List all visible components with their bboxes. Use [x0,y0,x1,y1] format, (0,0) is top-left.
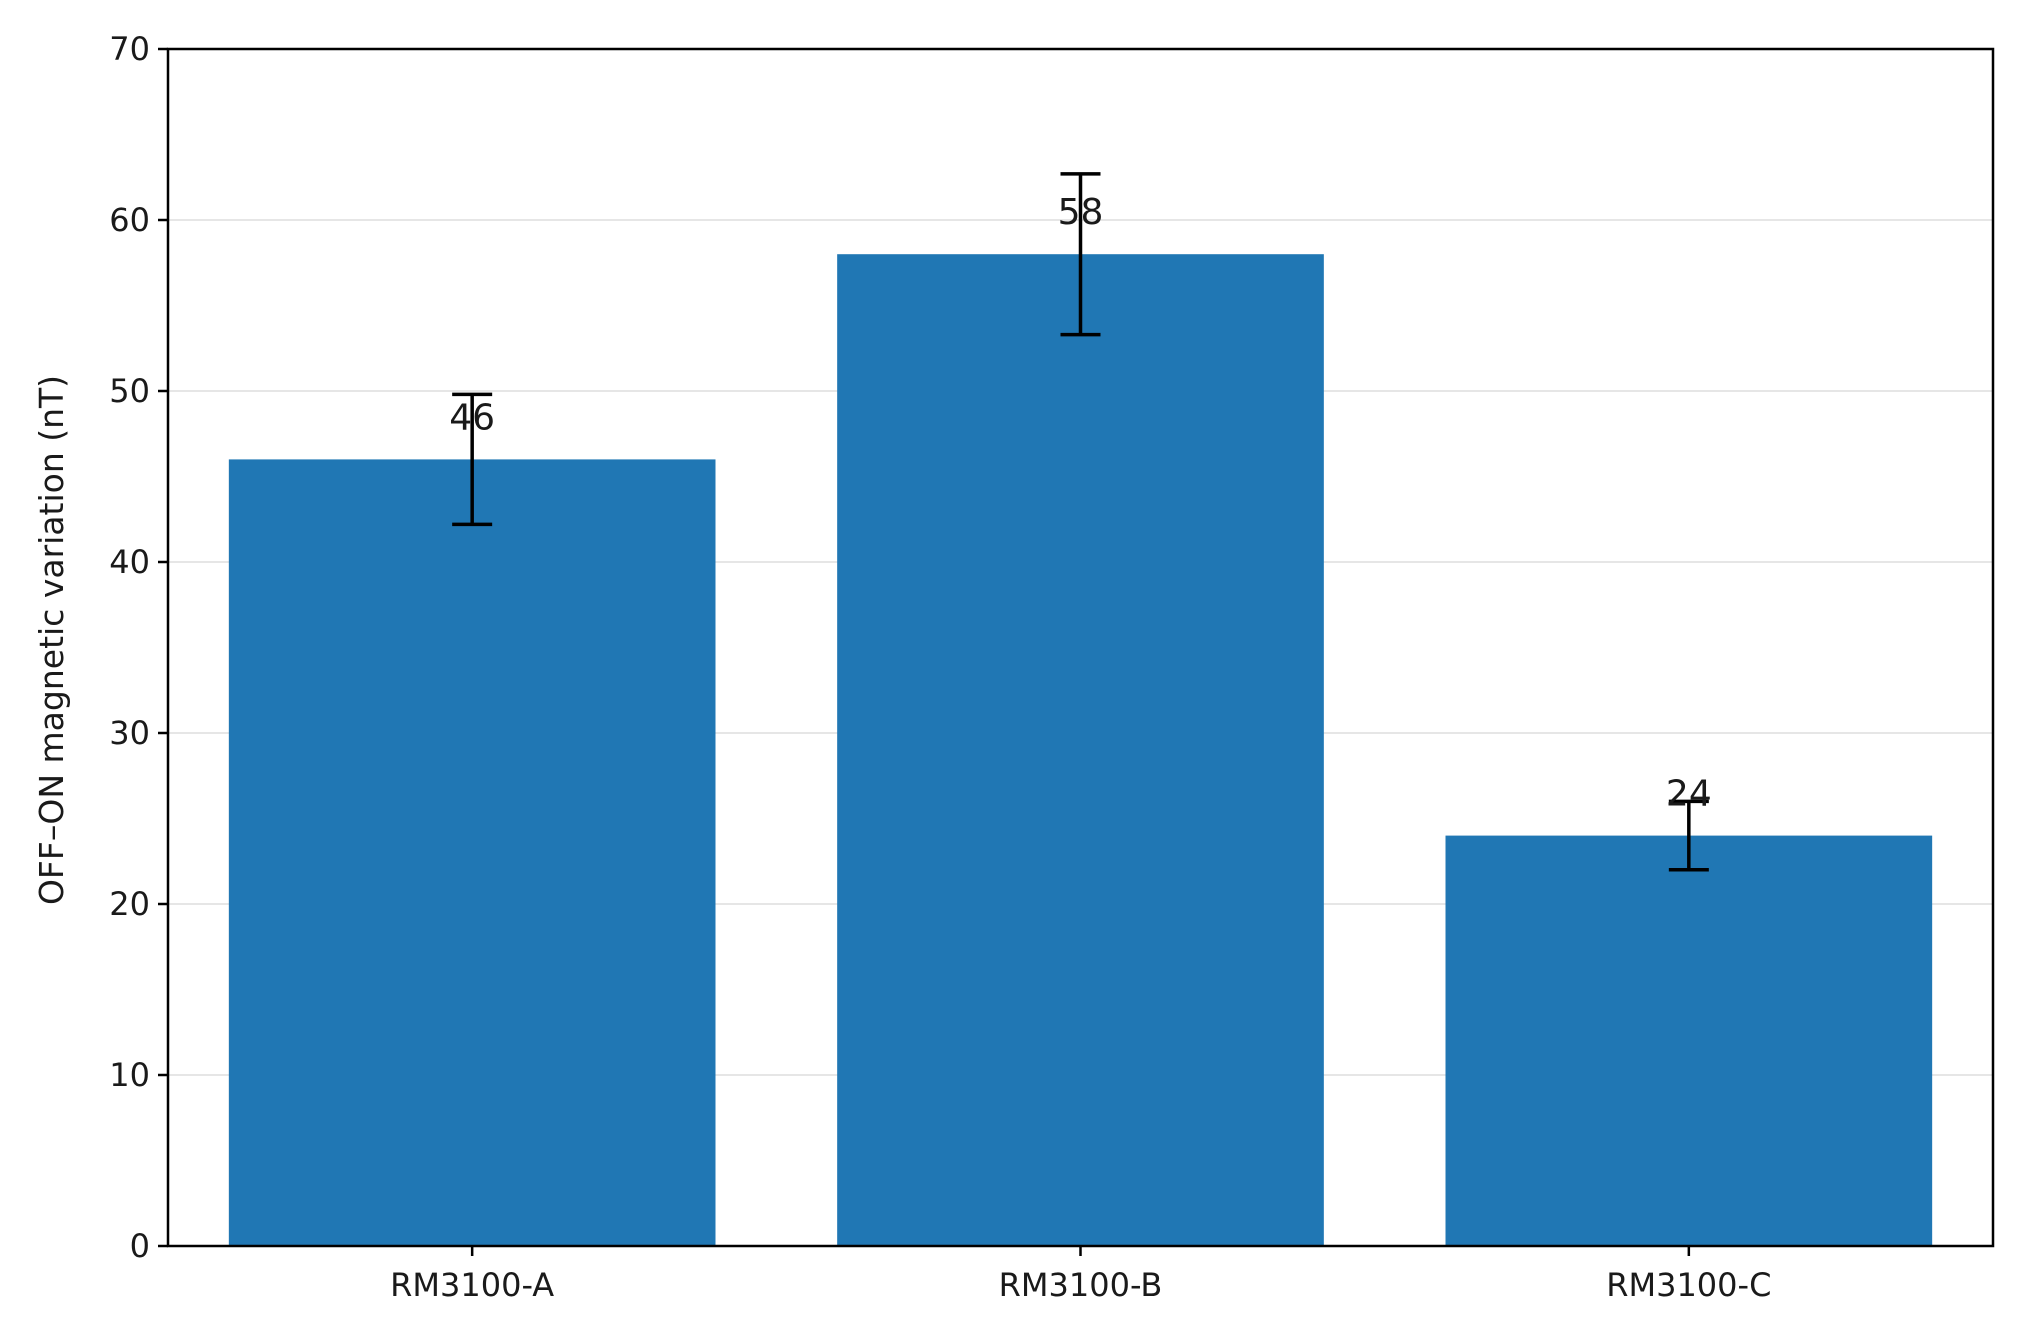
bar [837,254,1324,1246]
axes: 0 10 20 30 40 50 60 70 RM3100-A RM3100-B RM3100-C [109,30,1995,1304]
x-tick-label: RM3100-B [999,1266,1163,1304]
x-tick-label: RM3100-C [1606,1266,1771,1304]
bars [228,254,1933,1246]
y-tick-label: 20 [109,885,150,923]
y-tick-label: 0 [130,1227,150,1265]
x-tick-label: RM3100-A [390,1266,554,1304]
y-tick-label: 50 [109,372,150,410]
bar [1445,835,1933,1246]
data-label: 46 [449,397,495,438]
data-labels: 46 58 24 [449,192,1711,814]
bar [228,459,716,1246]
y-tick-label: 10 [109,1056,150,1094]
y-axis-label: OFF–ON magnetic variation (nT) [32,375,71,905]
y-tick-label: 30 [109,714,150,752]
y-tick-label: 40 [109,543,150,581]
data-label: 24 [1666,774,1712,815]
data-label: 58 [1058,192,1104,233]
error-bars [452,172,1709,872]
y-tick-label: 60 [109,201,150,239]
y-tick-label: 70 [109,30,150,68]
